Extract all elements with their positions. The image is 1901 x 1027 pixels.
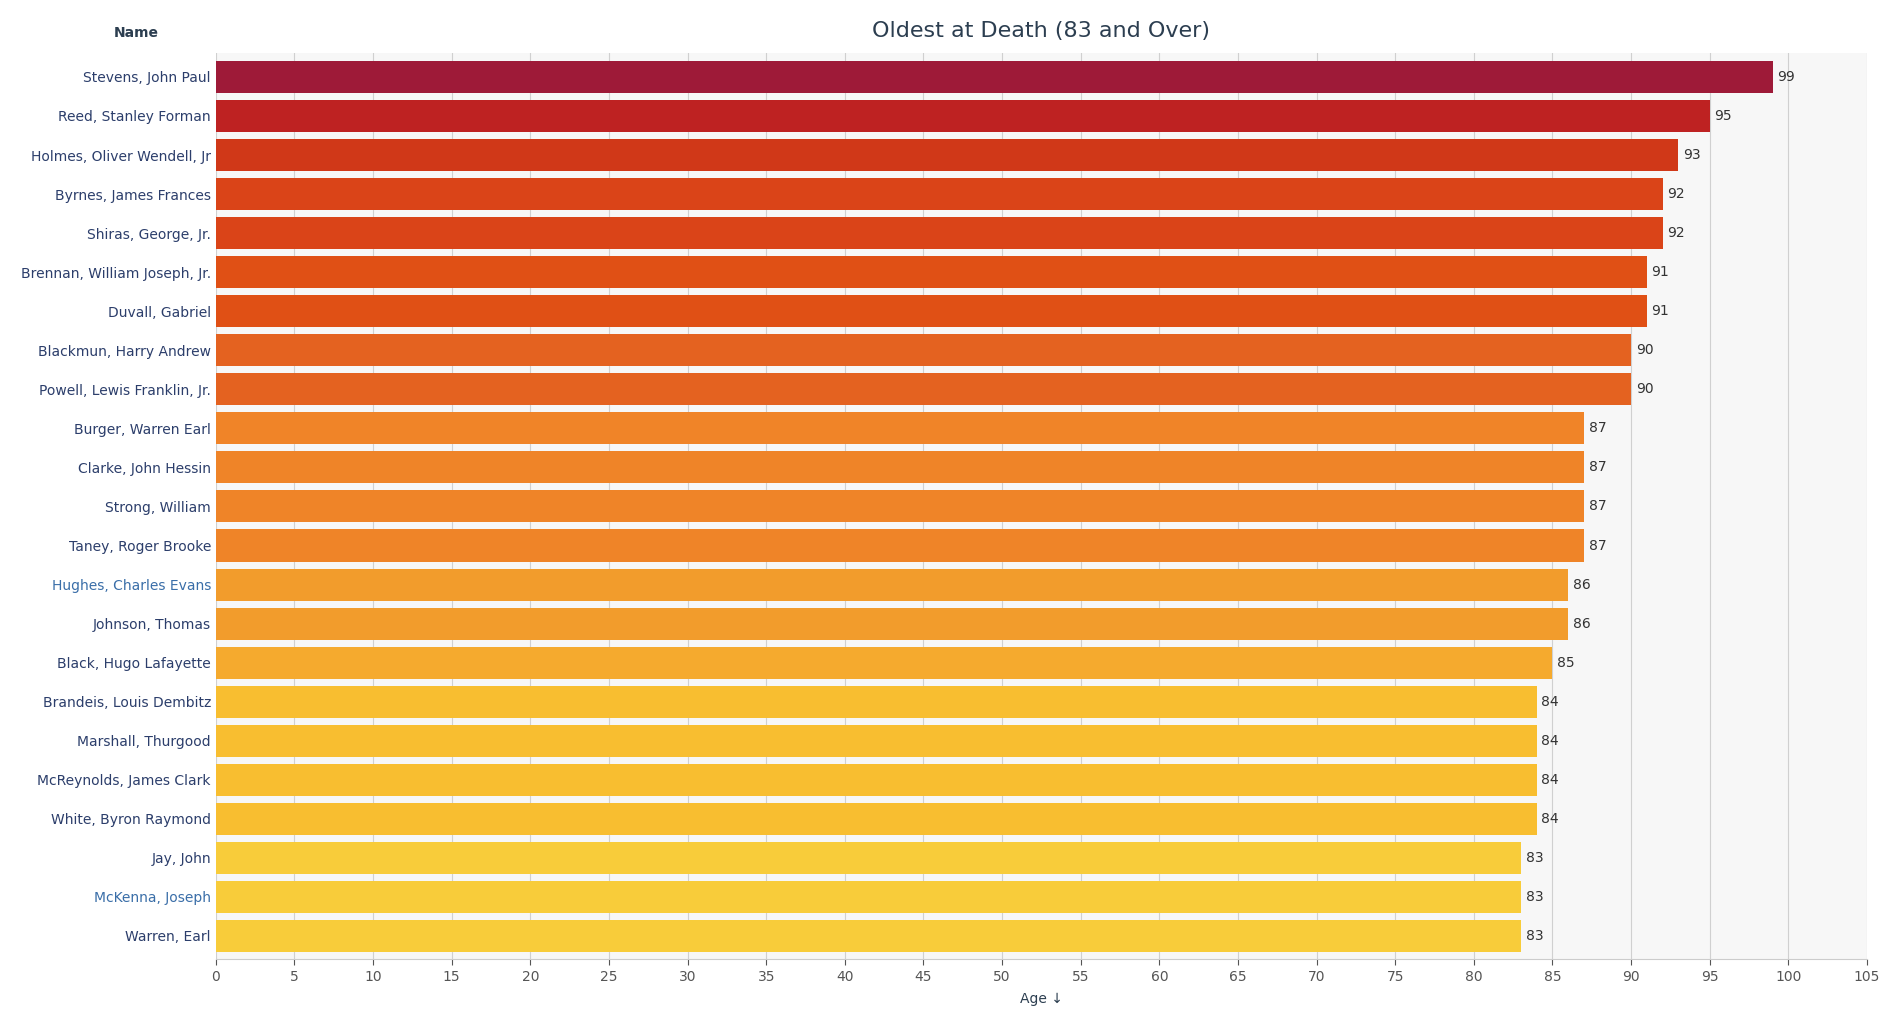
Text: 90: 90 xyxy=(1637,343,1654,357)
Bar xyxy=(217,530,1584,562)
Bar xyxy=(217,803,1536,835)
Text: 91: 91 xyxy=(1652,304,1669,318)
Bar xyxy=(217,569,1568,601)
Text: 90: 90 xyxy=(1637,382,1654,396)
Bar xyxy=(217,256,1646,289)
Bar xyxy=(217,881,1521,913)
Text: 83: 83 xyxy=(1527,890,1544,904)
Bar xyxy=(217,61,1772,92)
Bar xyxy=(217,725,1536,757)
Text: 85: 85 xyxy=(1557,655,1574,670)
Text: 86: 86 xyxy=(1572,616,1591,631)
Bar xyxy=(217,842,1521,874)
Bar xyxy=(217,491,1584,523)
X-axis label: Age ↓: Age ↓ xyxy=(1021,992,1063,1006)
Text: 84: 84 xyxy=(1542,733,1559,748)
Text: 84: 84 xyxy=(1542,694,1559,709)
Text: 86: 86 xyxy=(1572,577,1591,592)
Text: 87: 87 xyxy=(1589,538,1606,553)
Text: 92: 92 xyxy=(1667,187,1684,201)
Text: 95: 95 xyxy=(1715,109,1732,123)
Text: 87: 87 xyxy=(1589,499,1606,514)
Bar xyxy=(217,686,1536,718)
Bar xyxy=(217,647,1553,679)
Bar xyxy=(217,608,1568,640)
Text: Name: Name xyxy=(114,26,158,40)
Bar xyxy=(217,373,1631,406)
Bar xyxy=(217,217,1663,250)
Bar xyxy=(217,295,1646,328)
Text: 84: 84 xyxy=(1542,772,1559,787)
Text: 93: 93 xyxy=(1682,148,1701,162)
Text: 92: 92 xyxy=(1667,226,1684,240)
Bar xyxy=(217,764,1536,796)
Bar xyxy=(217,334,1631,367)
Title: Oldest at Death (83 and Over): Oldest at Death (83 and Over) xyxy=(873,21,1211,41)
Text: 83: 83 xyxy=(1527,851,1544,865)
Bar xyxy=(217,920,1521,952)
Bar xyxy=(217,413,1584,445)
Text: 84: 84 xyxy=(1542,811,1559,826)
Bar xyxy=(217,139,1679,172)
Text: 87: 87 xyxy=(1589,460,1606,474)
Bar xyxy=(217,178,1663,211)
Text: 83: 83 xyxy=(1527,929,1544,943)
Text: 99: 99 xyxy=(1777,70,1795,84)
Text: 91: 91 xyxy=(1652,265,1669,279)
Text: 87: 87 xyxy=(1589,421,1606,435)
Bar xyxy=(217,452,1584,484)
Bar xyxy=(217,100,1709,132)
